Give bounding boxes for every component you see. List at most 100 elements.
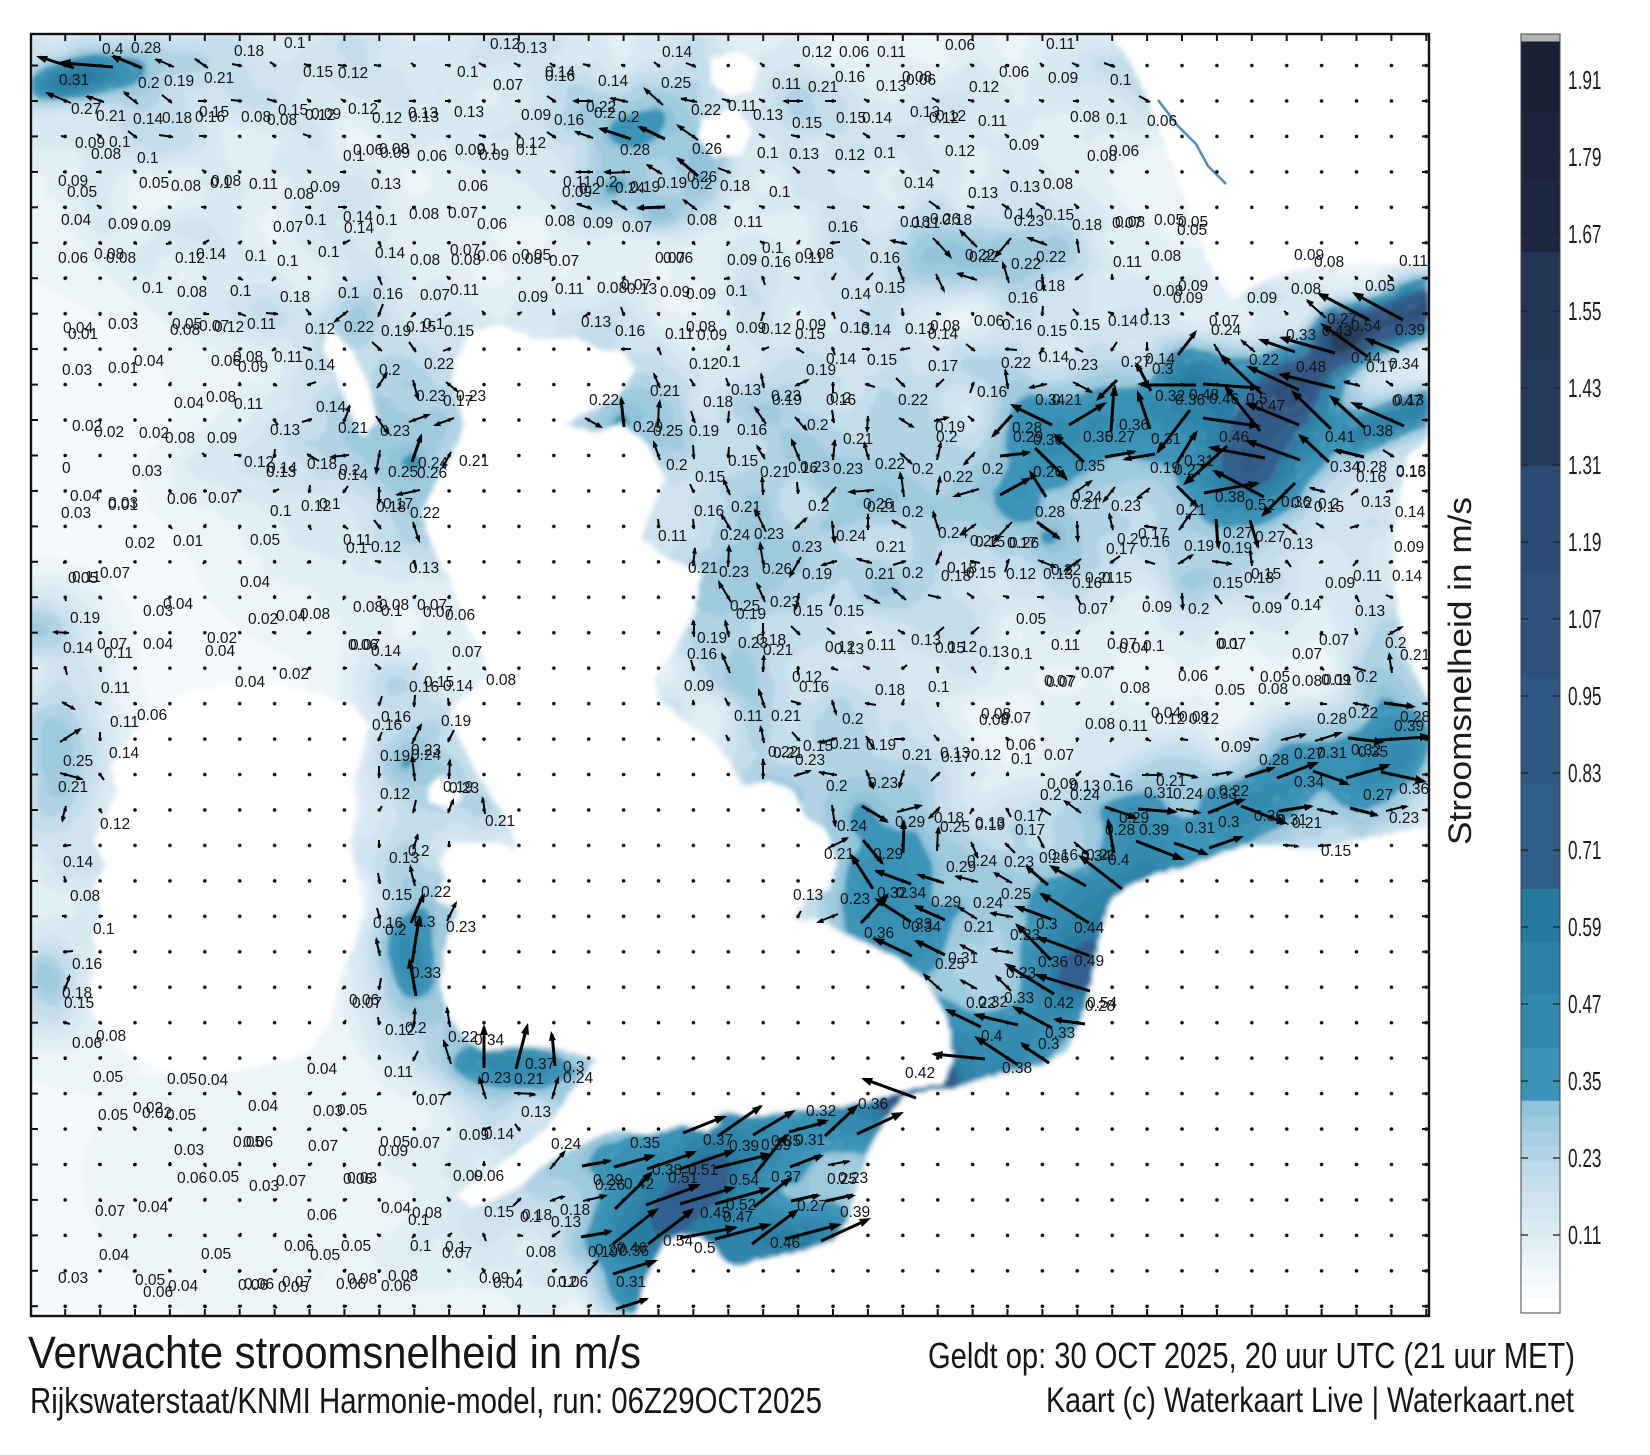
svg-text:0.2: 0.2	[596, 174, 618, 191]
svg-text:0.1: 0.1	[1110, 72, 1132, 89]
svg-text:0.1: 0.1	[516, 142, 538, 159]
svg-text:0.44: 0.44	[1074, 920, 1105, 937]
svg-text:0.07: 0.07	[352, 995, 382, 1012]
svg-text:0.07: 0.07	[1107, 636, 1137, 653]
svg-text:0.23: 0.23	[838, 1170, 868, 1187]
svg-text:0.1: 0.1	[719, 354, 741, 371]
svg-text:0.26: 0.26	[1039, 850, 1069, 867]
svg-text:0.05: 0.05	[1178, 214, 1208, 231]
svg-text:0.14: 0.14	[1039, 349, 1070, 366]
svg-text:0.38: 0.38	[1002, 1060, 1032, 1077]
svg-text:0.22: 0.22	[448, 1029, 478, 1046]
svg-text:0.16: 0.16	[835, 69, 865, 86]
svg-text:0.1: 0.1	[346, 540, 368, 557]
svg-text:0.11: 0.11	[384, 1064, 413, 1081]
svg-text:0.25: 0.25	[1001, 886, 1031, 903]
svg-text:0.13: 0.13	[840, 320, 870, 337]
svg-text:0.07: 0.07	[208, 490, 238, 507]
svg-text:0.18: 0.18	[947, 560, 977, 577]
svg-text:0.17: 0.17	[1106, 541, 1136, 558]
svg-text:0.11: 0.11	[1046, 36, 1075, 53]
svg-text:0.15: 0.15	[875, 280, 905, 297]
svg-text:0.08: 0.08	[165, 430, 195, 447]
svg-text:0.15: 0.15	[1321, 843, 1351, 860]
svg-text:0.16: 0.16	[788, 460, 818, 477]
svg-text:0.2: 0.2	[912, 461, 934, 478]
svg-text:0.22: 0.22	[344, 319, 374, 336]
svg-text:0.16: 0.16	[1356, 469, 1386, 486]
svg-text:0.13: 0.13	[731, 382, 761, 399]
svg-text:0.23: 0.23	[1389, 810, 1419, 827]
svg-text:0.08: 0.08	[686, 319, 716, 336]
svg-text:0.11: 0.11	[795, 250, 824, 267]
svg-text:0.36: 0.36	[1038, 954, 1068, 971]
svg-text:0.22: 0.22	[898, 392, 928, 409]
svg-text:0.09: 0.09	[453, 1168, 483, 1185]
svg-text:0.05: 0.05	[278, 1279, 308, 1296]
svg-text:0.35: 0.35	[1083, 429, 1113, 446]
svg-text:0.13: 0.13	[551, 1214, 581, 1231]
svg-text:0.19: 0.19	[806, 362, 836, 379]
svg-text:0.21: 0.21	[1086, 847, 1116, 864]
svg-text:0.16: 0.16	[615, 323, 645, 340]
svg-text:0.07: 0.07	[1319, 632, 1349, 649]
svg-text:0.11: 0.11	[1113, 254, 1142, 271]
svg-text:0.02: 0.02	[248, 611, 278, 628]
svg-text:0.32: 0.32	[1155, 388, 1185, 405]
svg-text:0.28: 0.28	[620, 142, 650, 159]
svg-text:0.11: 0.11	[734, 708, 763, 725]
svg-text:0.28: 0.28	[1085, 998, 1115, 1015]
svg-text:0.21: 0.21	[964, 919, 994, 936]
svg-text:0.12: 0.12	[372, 110, 402, 127]
svg-text:0.08: 0.08	[91, 146, 121, 163]
svg-text:0.2: 0.2	[405, 1020, 427, 1037]
svg-text:0.12: 0.12	[305, 107, 335, 124]
svg-text:0.13: 0.13	[517, 40, 547, 57]
svg-text:0.01: 0.01	[108, 360, 138, 377]
svg-text:0.1: 0.1	[319, 496, 341, 513]
svg-text:0.26: 0.26	[692, 141, 722, 158]
svg-text:0.16: 0.16	[373, 915, 403, 932]
svg-text:0.09: 0.09	[1009, 137, 1039, 154]
svg-text:0.28: 0.28	[1105, 822, 1135, 839]
svg-text:0.14: 0.14	[598, 73, 629, 90]
svg-text:0.09: 0.09	[1047, 776, 1077, 793]
svg-text:0.13: 0.13	[911, 632, 941, 649]
svg-text:0.42: 0.42	[624, 1176, 654, 1193]
svg-text:0.09: 0.09	[727, 252, 757, 269]
svg-text:0.16: 0.16	[1140, 534, 1170, 551]
svg-text:0.21: 0.21	[773, 745, 803, 762]
svg-text:0.17: 0.17	[941, 749, 971, 766]
svg-text:0.29: 0.29	[873, 846, 903, 863]
svg-text:0.14: 0.14	[375, 245, 406, 262]
svg-text:0.06: 0.06	[348, 637, 378, 654]
svg-text:0.19: 0.19	[736, 606, 766, 623]
svg-text:0.03: 0.03	[132, 463, 162, 480]
svg-text:0.21: 0.21	[1400, 647, 1430, 664]
svg-text:0.36: 0.36	[864, 925, 894, 942]
svg-text:0.03: 0.03	[249, 1178, 279, 1195]
svg-text:0.18: 0.18	[1035, 278, 1065, 295]
svg-text:0.07: 0.07	[417, 597, 447, 614]
svg-text:0.48: 0.48	[1189, 387, 1219, 404]
svg-text:0.4: 0.4	[981, 1028, 1003, 1045]
svg-text:0.47: 0.47	[723, 1209, 753, 1226]
svg-text:0.14: 0.14	[1291, 597, 1322, 614]
svg-text:0.17: 0.17	[1366, 359, 1396, 376]
svg-text:0.15: 0.15	[836, 110, 866, 127]
svg-text:0.04: 0.04	[307, 1061, 338, 1078]
svg-text:0.19: 0.19	[588, 1244, 618, 1261]
svg-text:0.08: 0.08	[1292, 673, 1322, 690]
svg-text:0.15: 0.15	[1037, 323, 1067, 340]
svg-text:0.25: 0.25	[653, 423, 683, 440]
svg-text:0.08: 0.08	[409, 206, 439, 223]
svg-text:0.05: 0.05	[250, 532, 280, 549]
svg-text:0.07: 0.07	[1216, 636, 1246, 653]
svg-text:0.06: 0.06	[72, 1035, 102, 1052]
svg-text:0.09: 0.09	[562, 184, 592, 201]
svg-text:0.51: 0.51	[688, 1162, 718, 1179]
svg-text:0.14: 0.14	[196, 246, 227, 263]
svg-text:0.04: 0.04	[1151, 705, 1182, 722]
svg-text:0.12: 0.12	[371, 539, 401, 556]
svg-text:0.07: 0.07	[273, 219, 303, 236]
